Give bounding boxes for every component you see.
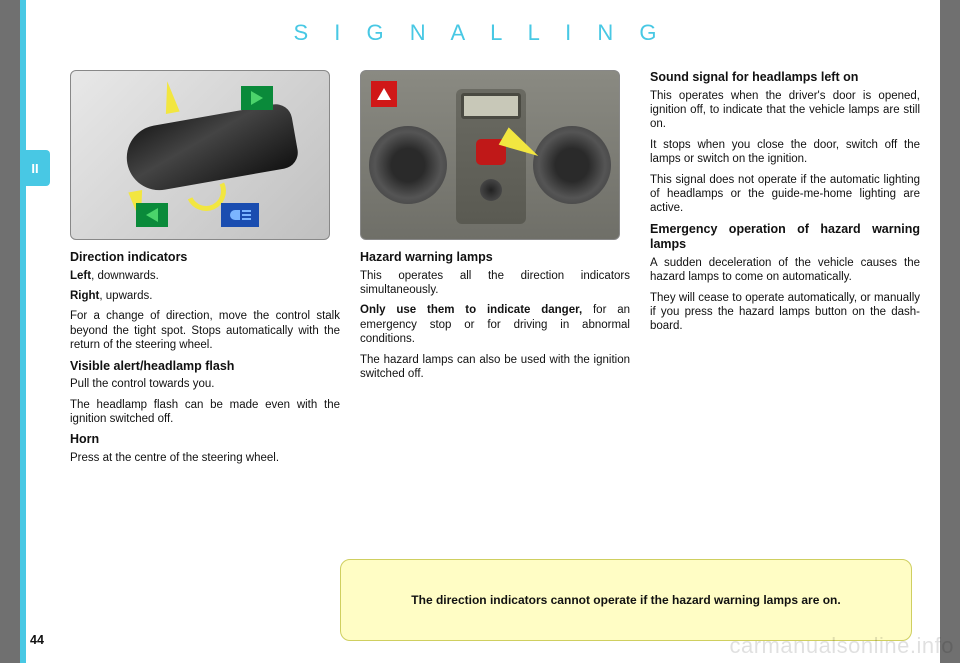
text-does-not-operate: This signal does not operate if the auto… [650,173,920,216]
hazard-triangle-icon [371,81,397,107]
watermark: carmanualsonline.info [729,633,954,659]
text-cease-operate: They will cease to operate automa­ticall… [650,291,920,334]
chapter-number: II [31,161,38,176]
column-direction-indicators: Direction indicators Left, downwards. Ri… [70,70,340,471]
heading-direction-indicators: Direction indicators [70,250,340,266]
column-sound-signal: Sound signal for headlamps left on This … [650,70,920,471]
text-pull-control: Pull the control towards you. [70,377,340,391]
right-indicator-icon [241,86,273,110]
illustration-direction-stalk [70,70,330,240]
page-number: 44 [30,633,44,647]
text-horn: Press at the centre of the steering whee… [70,451,340,465]
warning-note-text: The direction indicators cannot operate … [411,593,840,607]
text-sudden-decel: A sudden deceleration of the vehicle cau… [650,256,920,285]
text-left: Left, downwards. [70,269,340,283]
heading-visible-alert: Visible alert/headlamp flash [70,359,340,375]
text-right: Right, upwards. [70,289,340,303]
warning-note: The direction indicators cannot operate … [340,559,912,641]
text-door-opened: This operates when the driver's door is … [650,89,920,132]
vent-right [533,126,611,204]
column-hazard-lamps: Hazard warning lamps This operates all t… [360,70,630,471]
text-ignition-off: The hazard lamps can also be used with t… [360,353,630,382]
lcd-display [461,93,521,119]
high-beam-icon [221,203,259,227]
arrow-up-icon [160,80,179,114]
manual-page: S I G N A L L I N G II Direction indicat… [20,0,940,663]
side-stripe [20,0,26,663]
text-flash-ignition-off: The headlamp flash can be made even with… [70,398,340,427]
vent-left [369,126,447,204]
heading-sound-signal: Sound signal for headlamps left on [650,70,920,86]
text-only-danger: Only use them to indicate danger, for an… [360,303,630,346]
left-indicator-icon [136,203,168,227]
heading-horn: Horn [70,432,340,448]
heading-emergency-hazard: Emergency operation of hazard warning la… [650,222,920,253]
text-stops-when: It stops when you close the door, switch… [650,138,920,167]
text-change-direction: For a change of direction, move the cont… [70,309,340,352]
chapter-tab: II [20,150,50,186]
text-operates-all: This operates all the direction indicato… [360,269,630,298]
illustration-hazard-button [360,70,620,240]
content-columns: Direction indicators Left, downwards. Ri… [70,70,920,471]
page-title: S I G N A L L I N G [20,20,940,46]
heading-hazard-lamps: Hazard warning lamps [360,250,630,266]
round-button [480,179,502,201]
